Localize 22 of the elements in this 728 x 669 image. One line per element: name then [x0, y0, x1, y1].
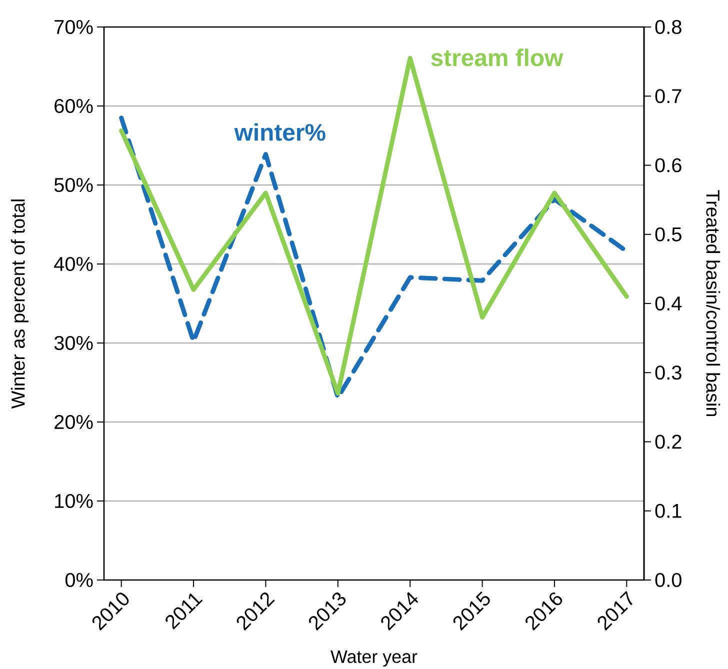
y2-tick-label: 0.1 — [655, 504, 682, 518]
y-axis-title: Winter as percent of total — [10, 200, 29, 409]
y-tick-label: 60% — [54, 98, 93, 114]
x-axis-title: Water year — [330, 650, 418, 667]
series-label: stream flow — [431, 48, 564, 66]
y2-tick-label: 0.6 — [655, 158, 682, 172]
y2-tick-label: 0.2 — [655, 434, 682, 449]
y-tick-label: 70% — [54, 20, 93, 34]
y-tick-label: 40% — [54, 256, 93, 272]
y2-axis-title: Treated basin/control basin — [706, 190, 720, 416]
y2-tick-label: 0.8 — [655, 20, 682, 34]
y-tick-label: 50% — [54, 178, 93, 192]
y2-tick-label: 0.4 — [655, 296, 682, 311]
y2-tick-label: 0.5 — [655, 227, 682, 242]
series-label: winter% — [234, 123, 326, 141]
y-tick-label: 10% — [55, 494, 93, 508]
y2-tick-label: 0.3 — [655, 366, 682, 380]
y-tick-label: 20% — [54, 414, 93, 430]
y-tick-label: 0% — [65, 572, 93, 588]
y2-tick-label: 0.0 — [655, 572, 682, 588]
y-tick-label: 30% — [54, 336, 93, 350]
y2-tick-label: 0.7 — [655, 89, 682, 104]
